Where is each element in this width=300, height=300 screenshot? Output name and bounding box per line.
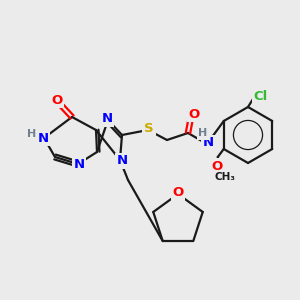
Text: H: H: [198, 128, 208, 138]
Text: S: S: [144, 122, 154, 136]
Text: N: N: [38, 131, 49, 145]
Text: Cl: Cl: [254, 89, 268, 103]
Text: O: O: [172, 187, 184, 200]
Text: O: O: [211, 160, 222, 172]
Text: H: H: [27, 129, 37, 139]
Text: N: N: [74, 158, 85, 172]
Text: N: N: [202, 136, 214, 149]
Text: O: O: [51, 94, 63, 106]
Text: N: N: [101, 112, 112, 125]
Text: N: N: [116, 154, 128, 167]
Text: O: O: [188, 107, 200, 121]
Text: CH₃: CH₃: [214, 172, 235, 182]
